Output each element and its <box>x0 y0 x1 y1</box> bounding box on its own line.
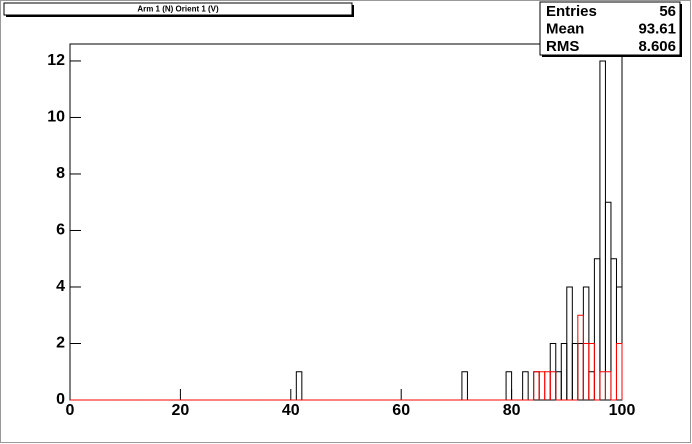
x-tick-label: 60 <box>392 402 410 419</box>
x-tick-label: 80 <box>503 402 521 419</box>
stats-label: Mean <box>546 20 584 37</box>
chart-title: Arm 1 (N) Orient 1 (V) <box>137 5 219 14</box>
stats-value: 8.606 <box>638 38 676 55</box>
plot-frame <box>69 43 623 401</box>
histogram-bin <box>604 371 612 400</box>
stats-box <box>539 1 681 56</box>
x-tick-label: 40 <box>282 402 300 419</box>
x-tick-label: 20 <box>172 402 190 419</box>
y-tick-label: 8 <box>56 165 65 182</box>
histogram-bin <box>295 371 303 400</box>
histogram-bin <box>505 371 513 400</box>
x-tick-label: 0 <box>66 402 75 419</box>
histogram-bin <box>588 342 595 400</box>
y-tick-label: 6 <box>56 222 65 239</box>
stats-label: Entries <box>546 3 597 20</box>
y-tick-label: 4 <box>56 278 65 295</box>
histogram-bin <box>549 371 557 400</box>
y-tick-label: 10 <box>47 109 65 126</box>
y-tick-label: 0 <box>56 391 65 408</box>
y-tick-label: 12 <box>47 52 65 69</box>
stats-value: 93.61 <box>638 20 676 37</box>
stats-value: 56 <box>659 3 676 20</box>
y-tick-label: 2 <box>56 335 65 352</box>
histogram-bin <box>461 371 468 400</box>
x-tick-label: 100 <box>609 402 636 419</box>
histogram-bin <box>522 371 529 400</box>
title-box <box>3 2 353 16</box>
stats-label: RMS <box>546 38 579 55</box>
histogram-bin <box>615 342 623 400</box>
